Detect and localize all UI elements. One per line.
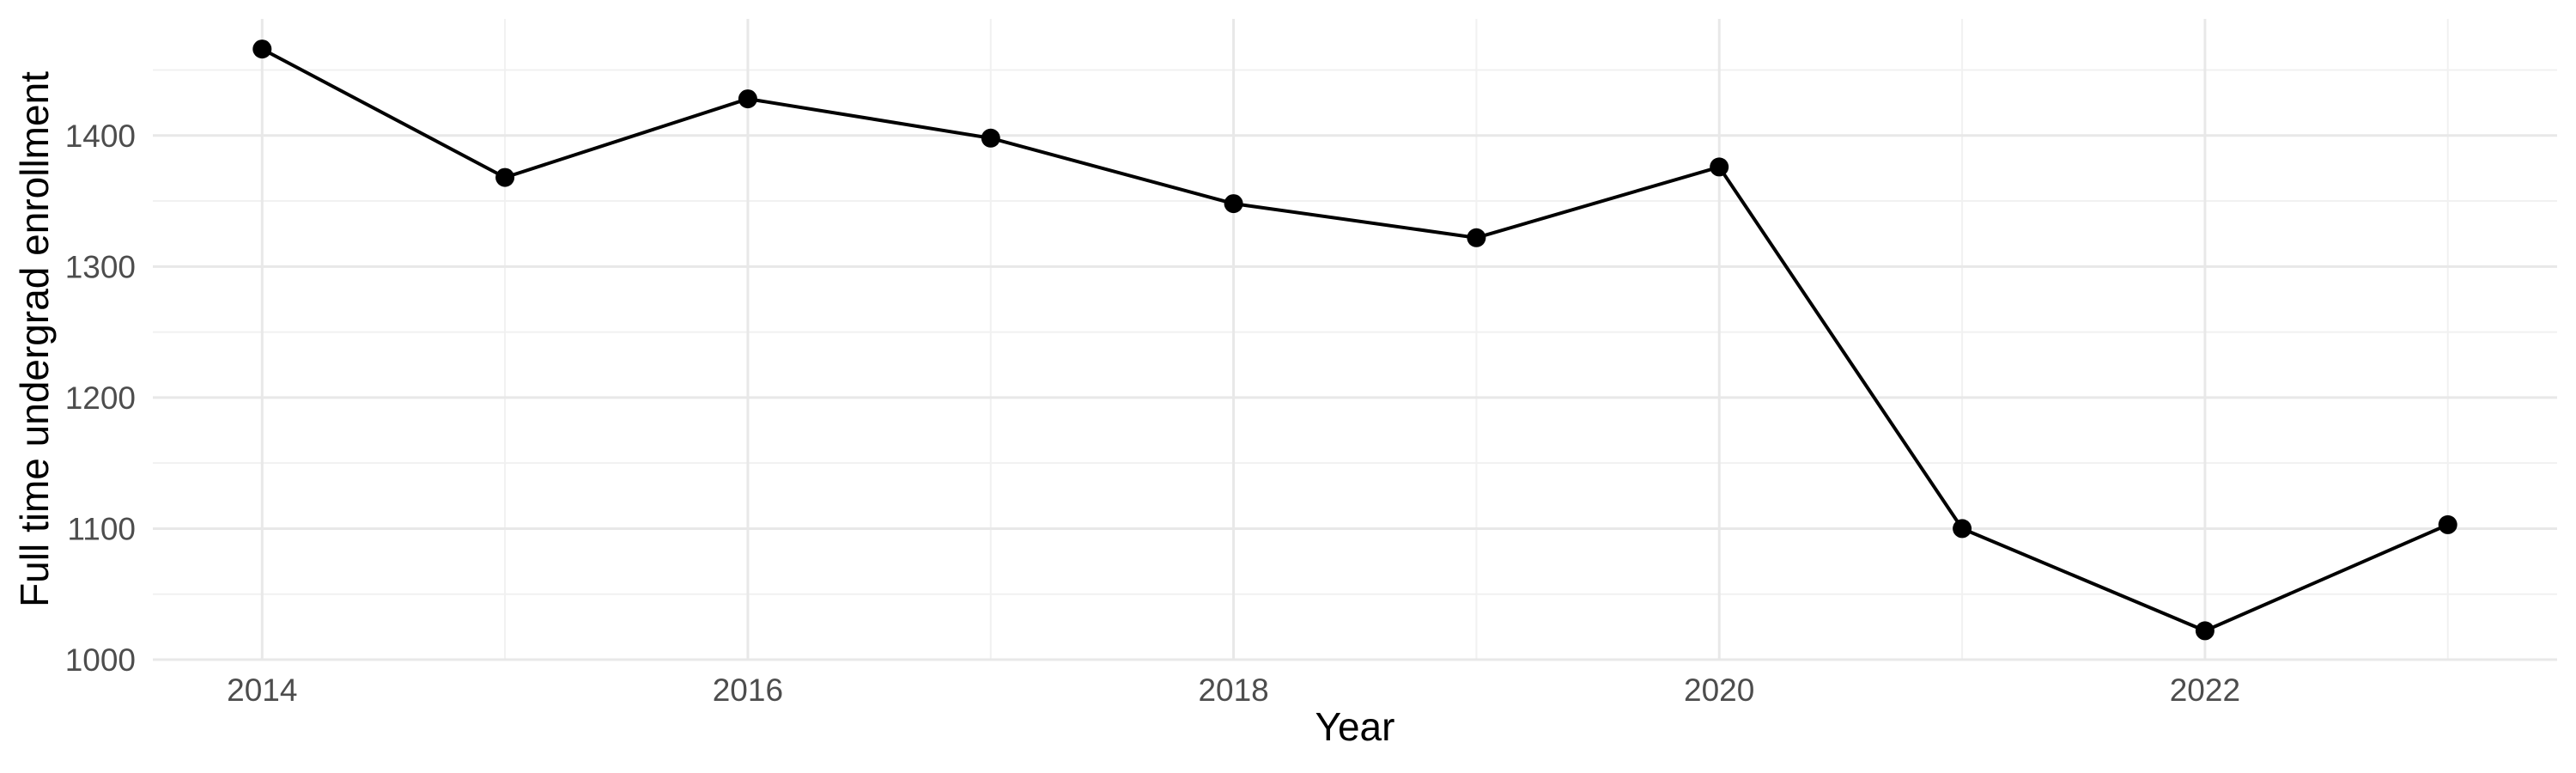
data-point <box>981 128 1000 148</box>
y-tick-labels: 1000 1100 1200 1300 1400 <box>65 119 136 678</box>
x-tick-label: 2014 <box>227 673 297 708</box>
y-axis-title: Full time undergrad enrollment <box>12 71 57 607</box>
data-point <box>495 167 515 187</box>
x-tick-label: 2018 <box>1198 673 1268 708</box>
x-tick-label: 2016 <box>713 673 783 708</box>
data-point <box>1953 519 1972 539</box>
x-axis-title: Year <box>1315 704 1395 749</box>
y-tick-label: 1400 <box>65 119 136 154</box>
y-tick-label: 1100 <box>67 511 136 546</box>
y-tick-label: 1000 <box>65 642 136 678</box>
x-tick-labels: 2014 2016 2018 2020 2022 <box>227 673 2240 708</box>
grid-minor <box>153 19 2557 660</box>
y-tick-label: 1300 <box>65 249 136 284</box>
y-tick-label: 1200 <box>65 380 136 416</box>
data-points <box>252 40 2458 641</box>
data-point <box>1710 157 1729 177</box>
data-point <box>1467 228 1486 247</box>
data-point <box>2438 514 2458 534</box>
enrollment-line <box>261 47 2449 633</box>
x-tick-label: 2020 <box>1684 673 1754 708</box>
grid-major <box>153 19 2557 661</box>
data-point <box>1224 194 1243 214</box>
x-tick-label: 2022 <box>2170 673 2240 708</box>
data-point <box>252 40 272 59</box>
data-point <box>738 89 757 109</box>
data-point <box>2195 621 2215 641</box>
